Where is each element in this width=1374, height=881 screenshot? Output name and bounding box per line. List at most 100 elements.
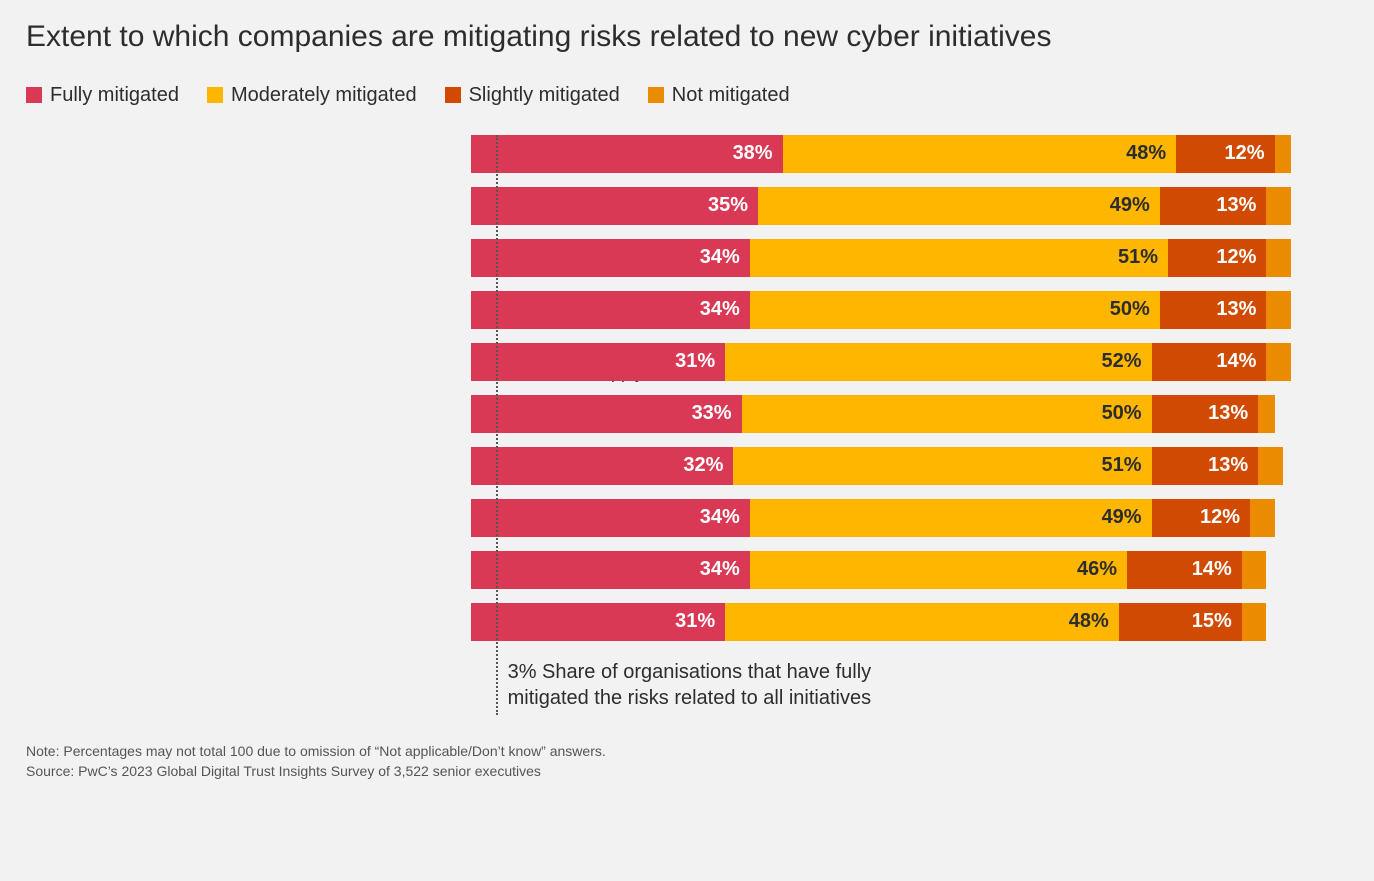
segment-value: 48% <box>1069 610 1109 633</box>
legend-item: Fully mitigated <box>26 84 179 107</box>
bar-segment: 14% <box>1127 551 1242 589</box>
bar-segment: 13% <box>1152 395 1259 433</box>
bar-segment: 50% <box>750 291 1160 329</box>
bar-track: 34% 49% 12% <box>471 499 1291 537</box>
bar-segment: 12% <box>1176 135 1274 173</box>
bar-segment: 38% <box>471 135 783 173</box>
bar-segment: 34% <box>471 551 750 589</box>
bar-track: 31% 48% 15% <box>471 603 1291 641</box>
segment-value: 50% <box>1102 402 1142 425</box>
legend-swatch <box>648 87 664 103</box>
bar-track: 38% 48% 12% <box>471 135 1291 173</box>
bar-track: 33% 50% 13% <box>471 395 1291 433</box>
bar-segment: 13% <box>1160 187 1267 225</box>
bar-row: Accelerated cloud adoption35%49%13% <box>471 187 1348 225</box>
legend-item: Slightly mitigated <box>445 84 620 107</box>
bar-segment: 34% <box>471 291 750 329</box>
bar-segment: 33% <box>471 395 742 433</box>
bar-segment <box>1266 291 1291 329</box>
segment-value: 48% <box>1126 142 1166 165</box>
segment-value: 31% <box>675 350 715 373</box>
bar-track: 35% 49% 13% <box>471 187 1291 225</box>
segment-value: 32% <box>683 454 723 477</box>
bar-track: 34% 46% 14% <box>471 551 1291 589</box>
bar-segment: 48% <box>783 135 1177 173</box>
bar-segment: 48% <box>725 603 1119 641</box>
reference-line <box>496 135 498 715</box>
bar-segment: 12% <box>1152 499 1250 537</box>
bar-track: 32% 51% 13% <box>471 447 1291 485</box>
segment-value: 12% <box>1200 506 1240 529</box>
bar-segment <box>1266 187 1291 225</box>
bar-track: 34% 50% 13% <box>471 291 1291 329</box>
bar-segment <box>1242 603 1267 641</box>
bar-segment: 13% <box>1152 447 1259 485</box>
segment-value: 51% <box>1118 246 1158 269</box>
footnote-note: Note: Percentages may not total 100 due … <box>26 741 1348 761</box>
bar-row: Increased digitisation of supply chain32… <box>471 447 1348 485</box>
bar-segment: 49% <box>750 499 1152 537</box>
legend-item: Moderately mitigated <box>207 84 417 107</box>
bar-row: Increased use of Internet of Things34%46… <box>471 551 1348 589</box>
legend-label: Fully mitigated <box>50 84 179 107</box>
bar-segment: 32% <box>471 447 733 485</box>
bar-row: Convergence of IT and operational techno… <box>471 499 1348 537</box>
segment-value: 35% <box>708 194 748 217</box>
segment-value: 13% <box>1208 402 1248 425</box>
footnotes: Note: Percentages may not total 100 due … <box>26 741 1348 782</box>
bar-segment: 51% <box>750 239 1168 277</box>
bar-row: Increased digitisation of back-office op… <box>471 343 1348 381</box>
legend-swatch <box>207 87 223 103</box>
legend-item: Not mitigated <box>648 84 790 107</box>
segment-value: 34% <box>700 558 740 581</box>
bar-segment: 31% <box>471 343 725 381</box>
bar-row: Launching new products and/or services34… <box>471 291 1348 329</box>
segment-value: 12% <box>1216 246 1256 269</box>
footnote-source: Source: PwC’s 2023 Global Digital Trust … <box>26 761 1348 781</box>
bar-segment <box>1242 551 1267 589</box>
bar-segment: 14% <box>1152 343 1267 381</box>
bar-row: Enabling remote and hybrid work38%48%12% <box>471 135 1348 173</box>
segment-value: 50% <box>1110 298 1150 321</box>
bar-segment <box>1250 499 1275 537</box>
segment-value: 14% <box>1192 558 1232 581</box>
segment-value: 12% <box>1225 142 1265 165</box>
bar-segment: 34% <box>471 499 750 537</box>
segment-value: 15% <box>1192 610 1232 633</box>
legend-label: Moderately mitigated <box>231 84 417 107</box>
bar-segment: 50% <box>742 395 1152 433</box>
segment-value: 38% <box>733 142 773 165</box>
chart-title: Extent to which companies are mitigating… <box>26 18 1126 56</box>
legend-swatch <box>26 87 42 103</box>
bar-row: Increased digitisation of delivery mecha… <box>471 395 1348 433</box>
segment-value: 33% <box>692 402 732 425</box>
reference-annotation: 3% Share of organisations that have full… <box>508 659 928 711</box>
bar-row: Entering new markets31%48%15% <box>471 603 1348 641</box>
bar-segment <box>1266 343 1291 381</box>
bar-segment: 49% <box>758 187 1160 225</box>
legend-swatch <box>445 87 461 103</box>
bar-track: 31% 52% 14% <box>471 343 1291 381</box>
segment-value: 49% <box>1110 194 1150 217</box>
bar-segment <box>1266 239 1291 277</box>
segment-value: 46% <box>1077 558 1117 581</box>
segment-value: 52% <box>1102 350 1142 373</box>
bar-segment <box>1258 447 1283 485</box>
stacked-bar-chart: Enabling remote and hybrid work38%48%12%… <box>26 135 1348 641</box>
bar-segment: 15% <box>1119 603 1242 641</box>
bar-segment: 51% <box>733 447 1151 485</box>
bar-segment: 31% <box>471 603 725 641</box>
segment-value: 49% <box>1102 506 1142 529</box>
legend-label: Not mitigated <box>672 84 790 107</box>
segment-value: 51% <box>1102 454 1142 477</box>
bar-segment: 12% <box>1168 239 1266 277</box>
segment-value: 31% <box>675 610 715 633</box>
segment-value: 13% <box>1216 298 1256 321</box>
bar-segment: 46% <box>750 551 1127 589</box>
segment-value: 34% <box>700 298 740 321</box>
legend: Fully mitigated Moderately mitigated Sligh… <box>26 84 1348 107</box>
bar-row: Increased data volumes34%51%12% <box>471 239 1348 277</box>
bar-segment: 35% <box>471 187 758 225</box>
segment-value: 34% <box>700 506 740 529</box>
segment-value: 34% <box>700 246 740 269</box>
